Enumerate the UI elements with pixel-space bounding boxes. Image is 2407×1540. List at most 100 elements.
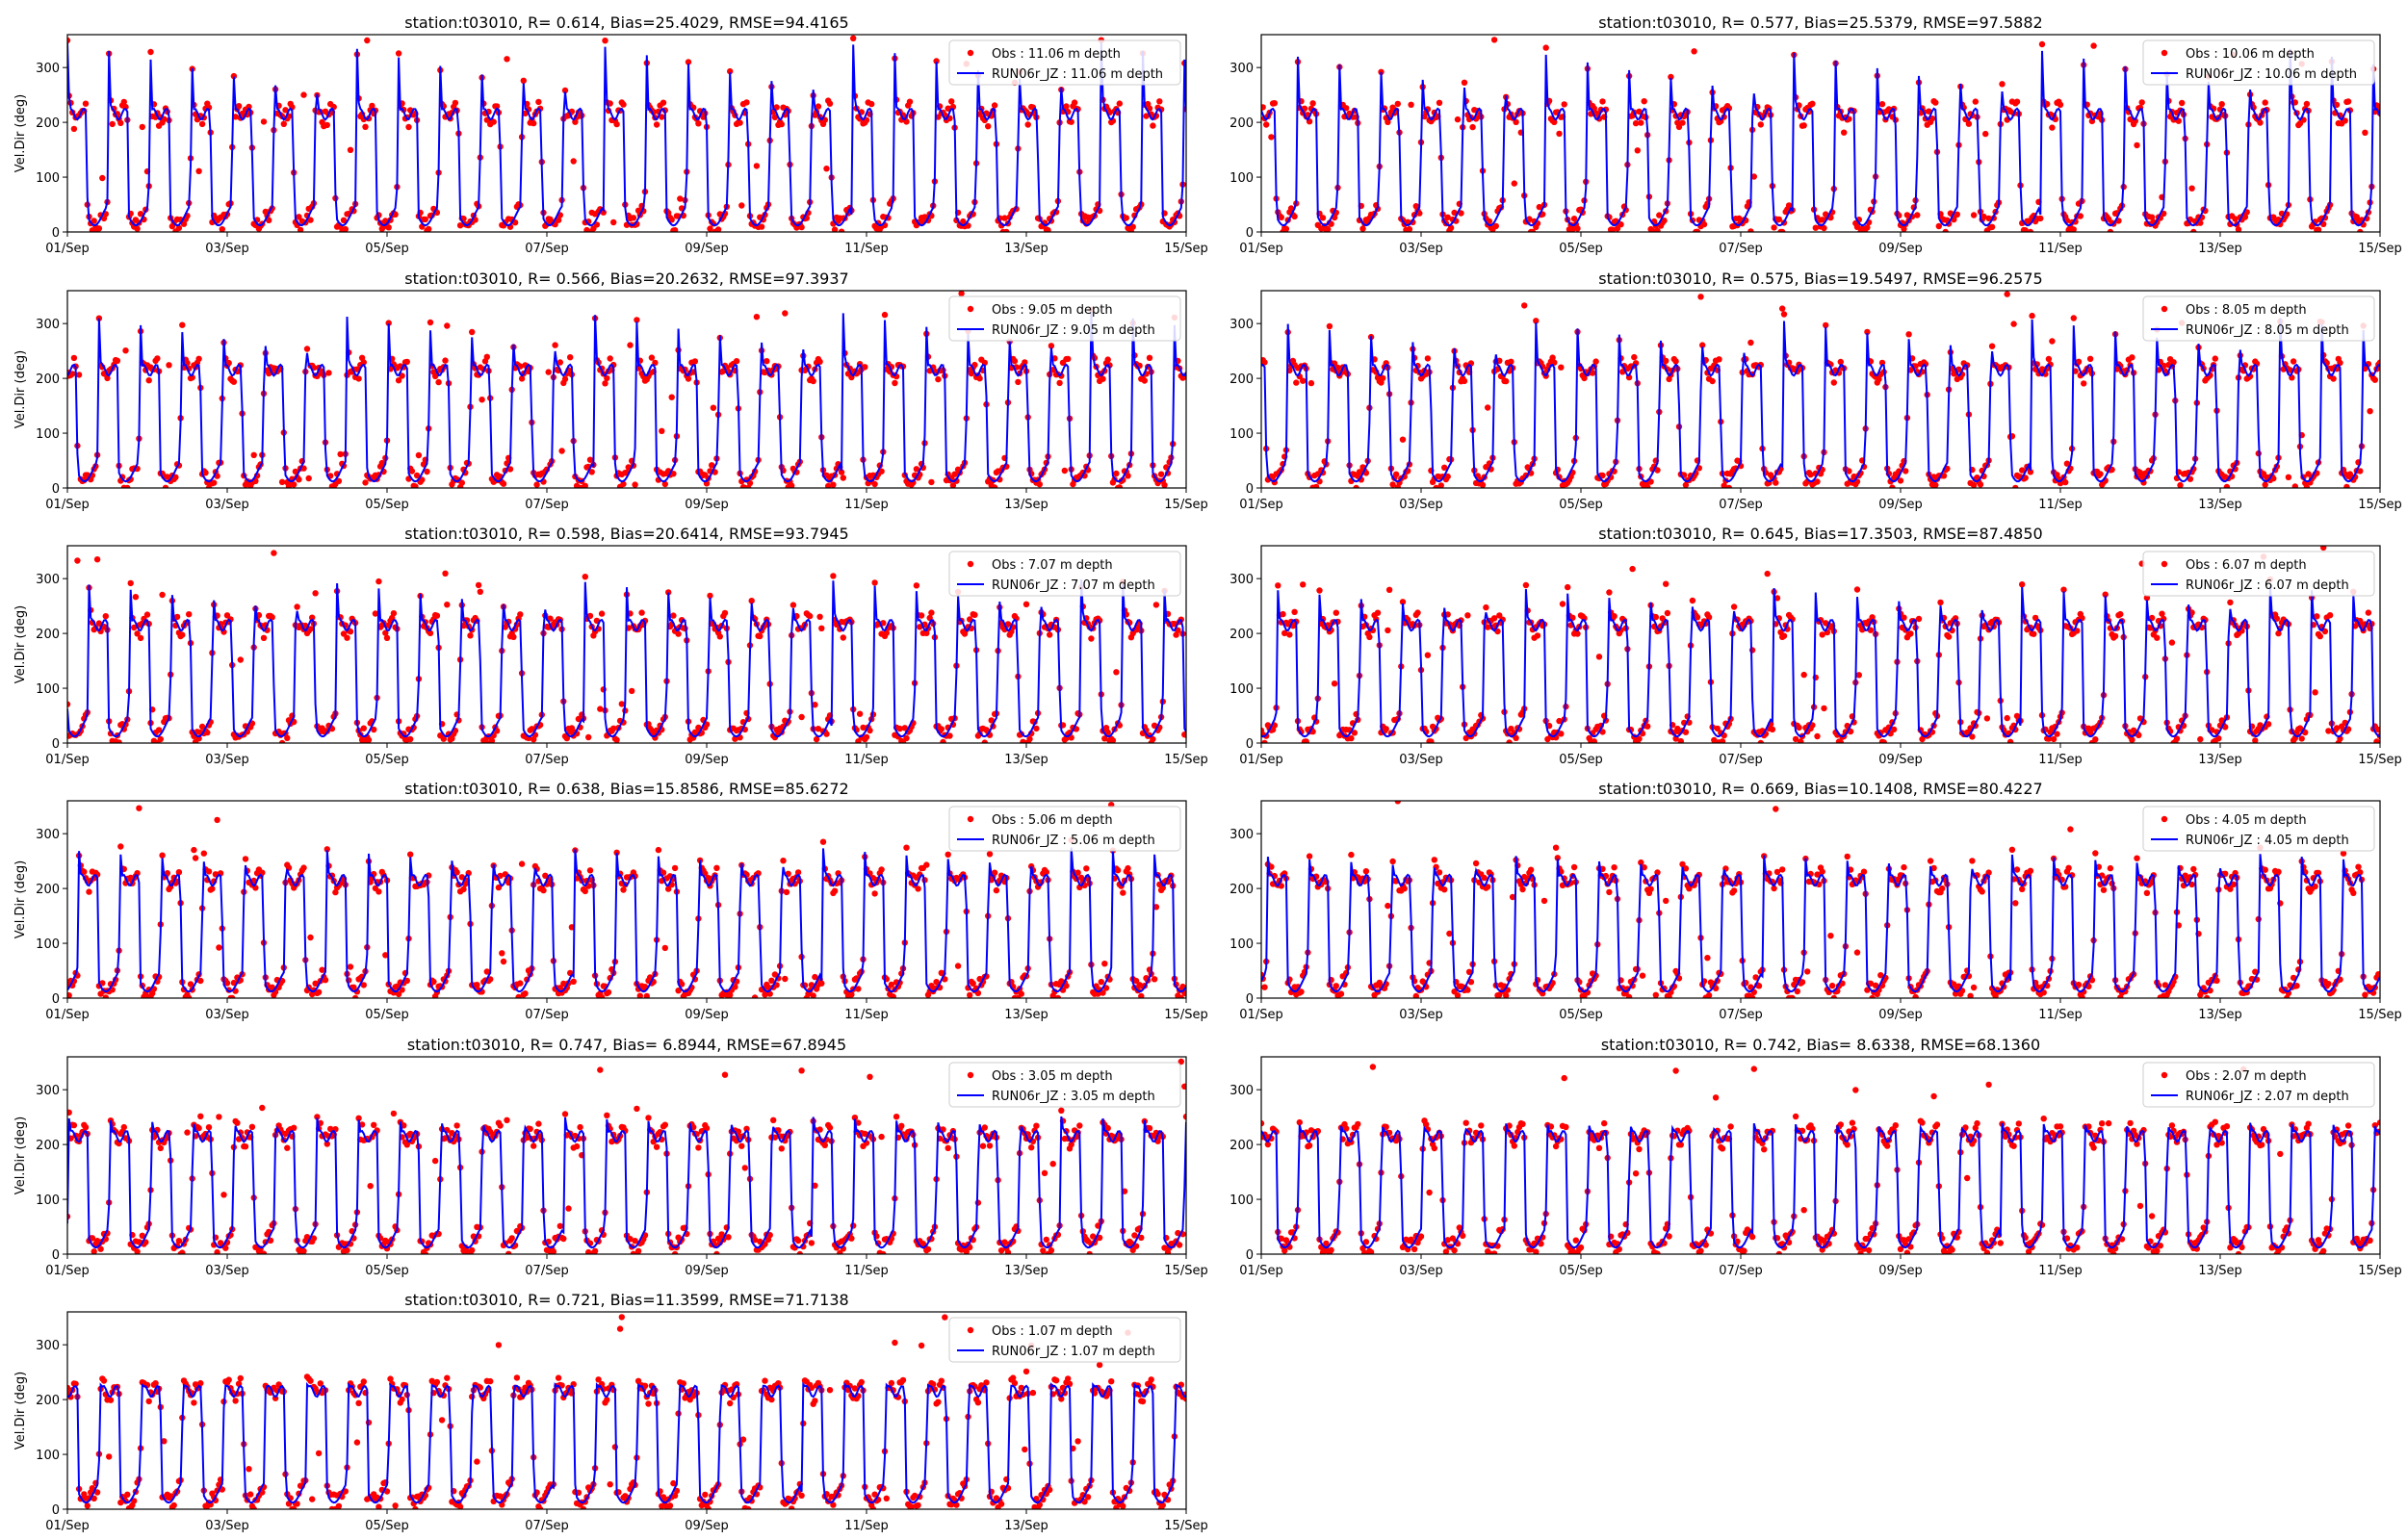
- obs-point: [229, 994, 236, 998]
- obs-point: [903, 734, 910, 742]
- obs-point: [1433, 484, 1439, 488]
- obs-point: [1399, 436, 1407, 443]
- obs-point: [732, 735, 738, 742]
- obs-point: [618, 701, 625, 707]
- obs-point: [1291, 213, 1298, 220]
- obs-point: [782, 310, 789, 317]
- obs-point: [830, 481, 837, 488]
- obs-point: [815, 103, 822, 110]
- obs-point: [946, 732, 953, 739]
- y-tick-label: 100: [36, 937, 60, 952]
- obs-point: [427, 319, 434, 326]
- obs-point: [1549, 354, 1556, 361]
- obs-point: [2333, 725, 2341, 732]
- obs-point: [1414, 609, 1421, 616]
- obs-point: [1901, 614, 1907, 621]
- obs-point: [157, 735, 164, 743]
- obs-point: [991, 484, 998, 488]
- y-tick-label: 200: [1229, 372, 1254, 387]
- obs-point: [1757, 739, 1764, 743]
- obs-point: [838, 469, 845, 475]
- obs-point: [1483, 603, 1489, 611]
- obs-point: [949, 482, 957, 488]
- obs-point: [1812, 224, 1820, 231]
- obs-point: [1773, 595, 1781, 602]
- x-tick-label: 03/Sep: [205, 242, 248, 256]
- obs-point: [75, 372, 83, 378]
- obs-point: [180, 220, 188, 227]
- y-tick-label: 200: [1229, 116, 1254, 131]
- obs-point: [132, 594, 140, 601]
- obs-point: [613, 736, 620, 743]
- obs-point: [659, 114, 665, 120]
- obs-point: [695, 120, 702, 127]
- y-tick-label: 200: [36, 628, 60, 642]
- obs-point: [1977, 481, 1984, 488]
- obs-point: [303, 346, 311, 352]
- obs-point: [1374, 609, 1382, 616]
- obs-point: [1636, 108, 1643, 116]
- obs-point: [1385, 627, 1391, 634]
- obs-point: [1809, 100, 1816, 108]
- obs-point: [671, 864, 679, 872]
- x-tick-label: 15/Sep: [2358, 242, 2401, 256]
- obs-point: [347, 963, 354, 970]
- obs-point: [2365, 609, 2372, 616]
- obs-point: [1511, 180, 1518, 187]
- y-tick-label: 100: [36, 171, 60, 186]
- obs-point: [204, 729, 211, 736]
- x-tick-label: 05/Sep: [1559, 753, 1602, 767]
- obs-point: [630, 215, 637, 221]
- obs-point: [954, 962, 962, 969]
- y-tick-label: 0: [52, 737, 60, 752]
- obs-point: [1902, 468, 1909, 475]
- obs-point: [1101, 961, 1108, 967]
- obs-point: [2227, 599, 2234, 606]
- obs-point: [499, 950, 505, 957]
- x-tick-label: 13/Sep: [2198, 753, 2241, 767]
- obs-point: [2312, 689, 2318, 696]
- obs-point: [475, 581, 482, 589]
- obs-point: [347, 629, 354, 635]
- obs-point: [632, 481, 638, 488]
- plot-area: [1261, 37, 2380, 232]
- obs-point: [582, 887, 588, 895]
- obs-point: [2265, 721, 2272, 728]
- x-tick-label: 05/Sep: [1559, 498, 1602, 512]
- obs-point: [1116, 100, 1124, 107]
- x-tick-label: 01/Sep: [45, 498, 89, 512]
- obs-point: [2344, 98, 2352, 105]
- obs-point: [1004, 621, 1012, 628]
- obs-point: [1015, 378, 1022, 386]
- legend-box: [948, 295, 1181, 342]
- obs-point: [278, 739, 286, 743]
- obs-point: [2147, 625, 2154, 631]
- obs-point: [2330, 375, 2337, 382]
- obs-point: [205, 868, 213, 875]
- obs-point: [856, 710, 864, 717]
- obs-point: [143, 611, 151, 618]
- obs-point: [312, 590, 319, 597]
- obs-point: [1492, 222, 1500, 230]
- obs-point: [2218, 101, 2225, 108]
- obs-point: [70, 125, 78, 133]
- obs-point: [753, 163, 761, 169]
- legend-model-label: RUN06r_JZ : 8.05 m depth: [2186, 323, 2349, 338]
- obs-point: [1490, 615, 1498, 622]
- obs-point: [1312, 483, 1320, 488]
- obs-point: [500, 958, 507, 965]
- obs-point: [1915, 615, 1923, 623]
- obs-point: [535, 98, 542, 106]
- obs-point: [1088, 635, 1095, 642]
- obs-point: [685, 375, 692, 382]
- obs-point: [862, 364, 868, 371]
- obs-point: [383, 634, 391, 641]
- obs-point: [1919, 735, 1926, 743]
- obs-point: [195, 167, 202, 174]
- subplot-title: station:t03010, R= 0.638, Bias=15.8586, …: [404, 780, 848, 798]
- obs-point: [812, 973, 818, 981]
- obs-point: [198, 723, 206, 731]
- obs-point: [294, 603, 300, 610]
- obs-point: [1779, 228, 1786, 232]
